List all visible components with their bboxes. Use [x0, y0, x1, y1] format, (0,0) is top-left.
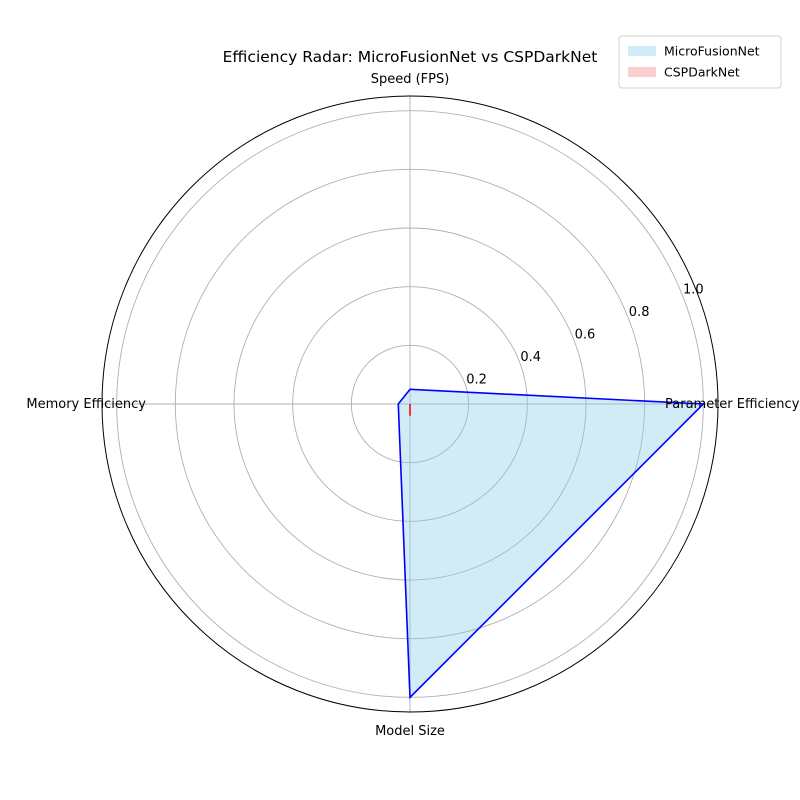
grid-circle: [292, 286, 528, 522]
r-tick-label: 0.4: [520, 350, 541, 365]
legend: MicroFusionNet CSPDarkNet: [618, 35, 782, 89]
axis-labels: Speed (FPS) Parameter Efficiency Model Siz…: [26, 72, 799, 739]
legend-box: [618, 35, 782, 89]
r-tick-label: 0.2: [466, 373, 487, 388]
grid-circle: [350, 344, 470, 464]
axis-label: Model Size: [375, 724, 445, 739]
series-line: [397, 388, 706, 700]
series-fill: [398, 389, 704, 698]
legend-label: CSPDarkNet: [664, 65, 740, 80]
r-tick-label: 0.8: [629, 305, 650, 320]
axis-label: Parameter Efficiency: [665, 397, 800, 412]
chart-title: Efficiency Radar: MicroFusionNet vs CSPD…: [223, 48, 598, 66]
r-tick-label: 0.6: [575, 328, 596, 343]
axis-label: Speed (FPS): [371, 72, 450, 87]
axis-label: Memory Efficiency: [26, 397, 146, 412]
outer-frame: [101, 95, 719, 713]
legend-label: MicroFusionNet: [664, 44, 760, 59]
r-tick-label: 1.0: [683, 283, 704, 298]
legend-swatch: [628, 67, 656, 77]
grid-circle: [174, 168, 646, 640]
legend-swatch: [628, 46, 656, 56]
grid-circle: [233, 227, 587, 581]
series-layer: [397, 388, 706, 700]
